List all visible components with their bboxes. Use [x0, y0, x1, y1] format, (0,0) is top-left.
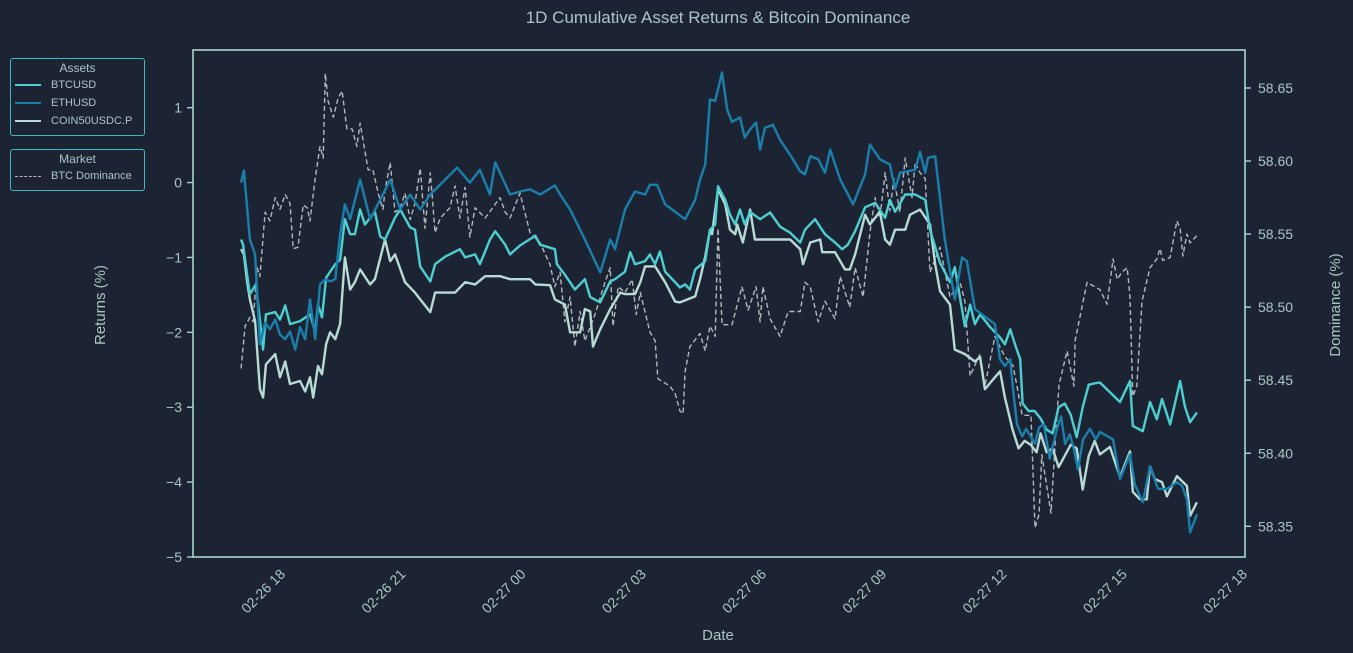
y-tick-label-right: 58.45: [1258, 372, 1293, 388]
legend-label: BTC Dominance: [51, 170, 132, 182]
y-axis-label-right: Dominance (%): [1327, 253, 1344, 356]
y-tick-label: −5: [166, 549, 182, 565]
y-tick-label: −3: [166, 399, 182, 415]
x-tick-label: 02-26 18: [238, 566, 289, 617]
series-line-ethusd: [239, 71, 1199, 534]
y-axis-right: 58.65 58.60 58.55 58.50 58.45 58.40 58.35: [1245, 80, 1293, 534]
x-tick-label: 02-26 21: [358, 566, 409, 617]
x-axis-label: Date: [702, 627, 734, 644]
legend-market: Market BTC Dominance: [10, 149, 145, 191]
y-axis-label-left: Returns (%): [92, 265, 109, 345]
x-tick-label: 02-27 00: [478, 566, 529, 617]
plot-frame: [192, 49, 1246, 558]
x-tick-label: 02-27 18: [1200, 566, 1251, 617]
series-line-btc-dominance: [240, 72, 1198, 529]
series-line-btcusd: [239, 185, 1198, 439]
legend-entry-btc-dominance: BTC Dominance: [11, 167, 144, 185]
legend-label: BTCUSD: [51, 79, 97, 91]
legend-entry-ethusd: ETHUSD: [11, 94, 144, 112]
x-tick-label: 02-27 12: [959, 566, 1010, 617]
legend-swatch: [15, 84, 41, 86]
legend-assets: Assets BTCUSD ETHUSD COIN50USDC.P: [10, 58, 145, 136]
y-tick-label-right: 58.55: [1258, 226, 1293, 242]
x-tick-label: 02-27 15: [1080, 566, 1131, 617]
y-tick-label: 1: [174, 100, 182, 116]
x-axis: 02-26 18 02-26 21 02-27 00 02-27 03 02-27 06…: [238, 566, 1250, 617]
legend-title: Market: [59, 152, 96, 166]
legend-swatch: [15, 120, 41, 122]
y-tick-label-right: 58.35: [1258, 518, 1293, 534]
legend-label: COIN50USDC.P: [51, 115, 133, 127]
y-tick-label-right: 58.60: [1258, 153, 1293, 169]
legend-swatch: [15, 175, 41, 177]
legend-entry-btcusd: BTCUSD: [11, 76, 144, 94]
legend-label: ETHUSD: [51, 97, 97, 109]
y-tick-label: −1: [166, 249, 182, 265]
x-tick-label: 02-27 03: [599, 566, 650, 617]
legend-swatch: [15, 102, 41, 104]
y-tick-label-right: 58.50: [1258, 299, 1293, 315]
y-tick-label: −2: [166, 324, 182, 340]
y-tick-label-right: 58.40: [1258, 445, 1293, 461]
y-axis-left: 1 0 −1 −2 −3 −4 −5: [166, 100, 193, 565]
x-tick-label: 02-27 06: [719, 566, 770, 617]
legend-entry-coin50: COIN50USDC.P: [11, 112, 144, 130]
y-tick-label: 0: [174, 175, 182, 191]
y-tick-label-right: 58.65: [1258, 80, 1293, 96]
y-tick-label: −4: [166, 474, 182, 490]
x-tick-label: 02-27 09: [839, 566, 890, 617]
legend-title: Assets: [59, 61, 96, 75]
chart-title: 1D Cumulative Asset Returns & Bitcoin Do…: [526, 8, 911, 27]
series-layer: [239, 71, 1199, 534]
